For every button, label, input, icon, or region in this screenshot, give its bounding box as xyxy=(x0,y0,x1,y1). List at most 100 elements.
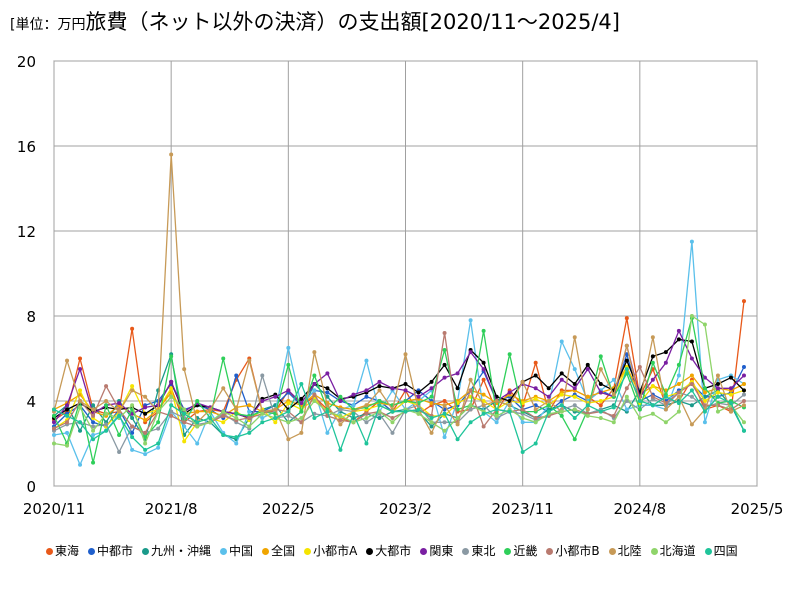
data-point xyxy=(273,394,278,399)
data-point xyxy=(585,403,590,408)
data-point xyxy=(104,411,109,416)
data-point xyxy=(169,409,174,414)
data-point xyxy=(689,382,694,386)
legend-label: 北海道 xyxy=(659,544,696,558)
data-point xyxy=(286,420,291,425)
legend-marker xyxy=(608,548,616,555)
data-point xyxy=(585,407,590,412)
series-line-北陸 xyxy=(53,154,745,441)
data-point xyxy=(286,345,291,350)
data-point xyxy=(195,441,200,446)
data-point xyxy=(78,367,83,372)
data-point xyxy=(715,373,720,378)
data-point xyxy=(455,416,460,420)
data-point xyxy=(65,403,70,408)
data-point xyxy=(65,413,70,418)
data-point xyxy=(403,409,408,414)
data-point xyxy=(208,416,213,420)
data-point xyxy=(689,403,694,408)
data-point xyxy=(338,418,343,423)
data-point xyxy=(676,337,681,342)
series-line-近畿 xyxy=(53,317,745,463)
data-point xyxy=(156,445,161,450)
legend-label: 中国 xyxy=(229,544,254,558)
data-point xyxy=(715,386,720,391)
data-point xyxy=(377,384,382,389)
data-point xyxy=(143,435,148,440)
data-point xyxy=(390,386,395,391)
data-point xyxy=(741,388,746,393)
data-point xyxy=(273,407,278,412)
data-point xyxy=(650,354,655,359)
data-point xyxy=(403,388,408,393)
data-point xyxy=(455,422,460,427)
data-point xyxy=(650,411,655,416)
legend-label: 小都市B xyxy=(555,544,600,558)
data-point xyxy=(728,375,733,380)
data-point xyxy=(299,409,304,414)
data-point xyxy=(143,447,148,452)
data-point xyxy=(494,407,499,412)
data-point xyxy=(507,352,512,357)
data-point xyxy=(130,326,135,331)
data-point xyxy=(52,420,56,425)
data-point xyxy=(234,416,239,420)
data-point xyxy=(169,403,174,408)
legend-item: 近畿 xyxy=(504,540,537,562)
y-tick-label: 0 xyxy=(26,478,36,496)
data-point xyxy=(364,416,369,420)
data-point xyxy=(507,390,512,395)
data-point xyxy=(377,403,382,408)
data-point xyxy=(52,433,56,437)
data-point xyxy=(325,403,330,408)
data-point xyxy=(572,382,577,386)
data-point xyxy=(364,411,369,416)
data-point xyxy=(442,331,447,335)
data-point xyxy=(78,399,83,403)
data-point xyxy=(546,403,551,408)
data-point xyxy=(416,407,421,412)
data-point xyxy=(351,403,356,408)
data-point xyxy=(663,420,668,425)
legend-marker xyxy=(304,548,312,555)
data-point xyxy=(325,371,330,376)
legend-label: 小都市A xyxy=(313,544,358,558)
data-point xyxy=(91,428,96,433)
data-point xyxy=(273,416,278,420)
data-point xyxy=(598,382,603,386)
data-point xyxy=(741,392,746,397)
data-point xyxy=(689,339,694,344)
data-point xyxy=(169,413,174,418)
data-point xyxy=(130,430,135,435)
data-point xyxy=(676,401,681,406)
data-point xyxy=(390,416,395,420)
data-point xyxy=(546,399,551,403)
data-point xyxy=(117,409,122,414)
legend-marker xyxy=(220,548,228,555)
data-point xyxy=(728,409,733,414)
data-point xyxy=(598,367,603,372)
data-point xyxy=(65,407,70,412)
data-point xyxy=(663,350,668,355)
data-point xyxy=(65,430,70,435)
data-point xyxy=(546,394,551,399)
data-point xyxy=(702,322,707,327)
data-point xyxy=(585,413,590,418)
data-point xyxy=(520,450,525,454)
data-point xyxy=(143,394,148,399)
legend-item: 九州・沖縄 xyxy=(142,540,211,562)
data-point xyxy=(221,420,226,425)
data-point xyxy=(234,407,239,412)
data-point xyxy=(676,328,681,333)
data-point xyxy=(494,413,499,418)
data-point xyxy=(559,413,564,418)
legend-marker xyxy=(462,548,470,555)
data-point xyxy=(91,437,96,442)
data-point xyxy=(702,386,707,391)
series-line-北海道 xyxy=(53,314,745,447)
data-point xyxy=(78,462,83,467)
data-point xyxy=(403,352,408,357)
data-point xyxy=(364,441,369,446)
legend-item: 小都市A xyxy=(304,540,357,562)
